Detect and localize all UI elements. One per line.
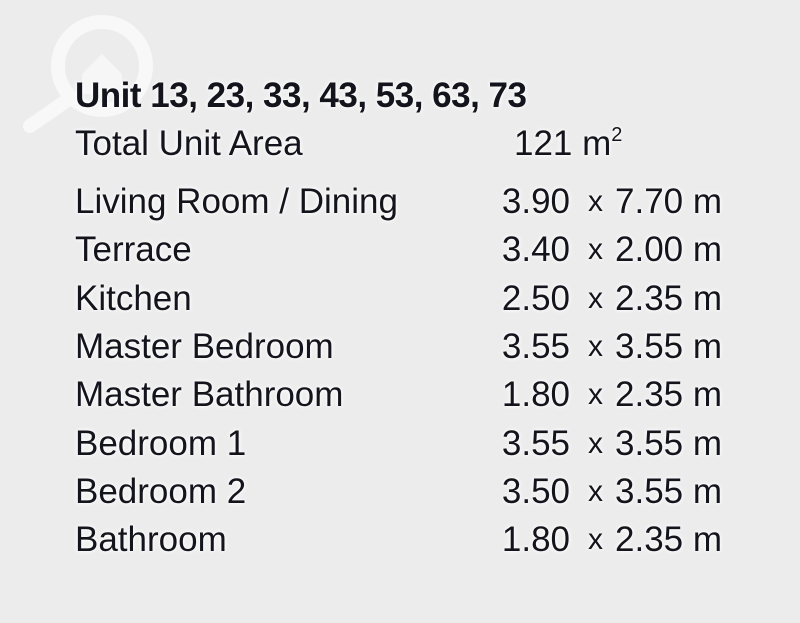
room-length: 3.55 m: [615, 471, 722, 511]
room-length: 7.70 m: [615, 182, 722, 221]
room-name: Bathroom: [75, 520, 227, 560]
room-length: 2.35 m: [615, 278, 722, 318]
room-length: 2.35 m: [615, 375, 722, 415]
room-row: Terrace 3.40 x 2.00 m: [0, 230, 800, 278]
total-area-label: Total Unit Area: [75, 124, 303, 163]
room-width: 3.50: [501, 471, 570, 511]
room-row: Kitchen 2.50 x 2.35 m: [0, 279, 800, 327]
dimension-separator: x: [588, 185, 603, 218]
room-length: 3.55 m: [615, 326, 722, 366]
room-width: 3.55: [501, 326, 570, 366]
room-row: Master Bedroom 3.55 x 3.55 m: [0, 327, 800, 375]
room-width: 3.55: [501, 423, 570, 463]
room-row: Master Bathroom 1.80 x 2.35 m: [0, 375, 800, 423]
room-name: Master Bathroom: [75, 375, 344, 415]
room-name: Bedroom 2: [75, 471, 247, 511]
magnifier-house-icon: [23, 15, 153, 133]
room-width: 1.80: [501, 520, 570, 560]
room-length: 3.55 m: [615, 423, 722, 463]
room-name: Bedroom 1: [75, 423, 247, 463]
room-row: Living Room / Dining 3.90 x 7.70 m: [0, 182, 800, 230]
room-row: Bedroom 2 3.50 x 3.55 m: [0, 472, 800, 520]
room-length: 2.35 m: [615, 520, 722, 560]
room-row: Bathroom 1.80 x 2.35 m: [0, 520, 800, 568]
room-name: Master Bedroom: [75, 326, 334, 366]
dimension-separator: x: [588, 474, 603, 508]
room-name: Kitchen: [75, 278, 192, 318]
dimension-separator: x: [588, 281, 603, 315]
dimension-separator: x: [588, 378, 603, 412]
room-length: 2.00 m: [615, 230, 722, 270]
room-width: 3.40: [501, 230, 570, 270]
room-width: 1.80: [501, 375, 570, 415]
room-name: Terrace: [75, 230, 192, 270]
dimension-separator: x: [588, 329, 603, 363]
room-row: Bedroom 1 3.55 x 3.55 m: [0, 424, 800, 472]
unit-title: Unit 13, 23, 33, 43, 53, 63, 73: [75, 76, 527, 115]
dimension-separator: x: [588, 233, 603, 267]
room-width: 3.90: [501, 182, 570, 221]
room-width: 2.50: [501, 278, 570, 318]
room-name: Living Room / Dining: [75, 182, 398, 221]
dimension-separator: x: [588, 426, 603, 460]
dimension-separator: x: [588, 523, 603, 557]
total-area-value: 121 m2: [514, 124, 623, 163]
